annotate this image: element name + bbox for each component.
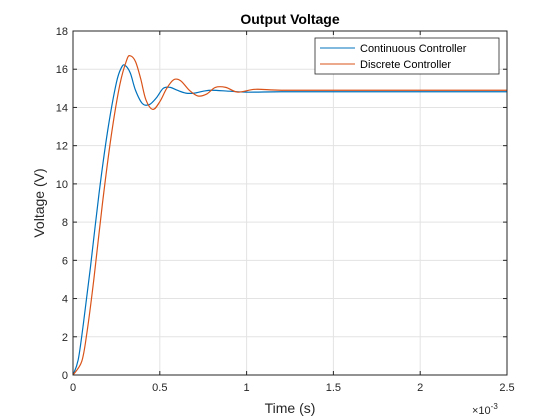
y-tick-label: 4 — [62, 294, 68, 306]
x-axis-exponent-base: ×10 — [472, 405, 491, 417]
legend-label-continuous: Continuous Controller — [360, 43, 467, 55]
y-tick-label: 18 — [56, 26, 68, 38]
x-tick-label: 1 — [244, 382, 250, 394]
y-tick-label: 0 — [62, 370, 68, 382]
y-tick-label: 12 — [56, 141, 68, 153]
axis-ticks: 0 0.5 1 1.5 2 2.5 0 2 4 6 8 10 12 14 16 18 — [56, 26, 515, 394]
legend: Continuous Controller Discrete Controlle… — [314, 37, 500, 75]
y-tick-label: 10 — [56, 179, 68, 191]
y-tick-label: 16 — [56, 64, 68, 76]
y-tick-label: 6 — [62, 255, 68, 267]
series-line-continuous — [72, 64, 507, 376]
y-axis-label: Voltage (V) — [31, 168, 47, 237]
chart-title: Output Voltage — [240, 11, 339, 27]
x-tick-label: 1.5 — [326, 382, 341, 394]
grid-lines — [73, 31, 507, 375]
legend-box — [314, 37, 500, 75]
x-axis-label: Time (s) — [265, 400, 316, 416]
series-lines — [72, 55, 507, 376]
plot-area — [73, 31, 507, 375]
y-tick-label: 8 — [62, 217, 68, 229]
x-tick-label: 2.5 — [499, 382, 514, 394]
y-tick-label: 2 — [62, 332, 68, 344]
x-tick-label: 2 — [417, 382, 423, 394]
plot-frame — [72, 30, 508, 376]
x-axis-exponent-power: -3 — [491, 402, 499, 411]
y-tick-label: 14 — [56, 102, 68, 114]
series-line-discrete — [72, 55, 507, 376]
x-tick-label: 0 — [70, 382, 76, 394]
x-axis-exponent: ×10-3 — [472, 402, 498, 417]
x-tick-label: 0.5 — [152, 382, 167, 394]
legend-label-discrete: Discrete Controller — [360, 59, 451, 71]
